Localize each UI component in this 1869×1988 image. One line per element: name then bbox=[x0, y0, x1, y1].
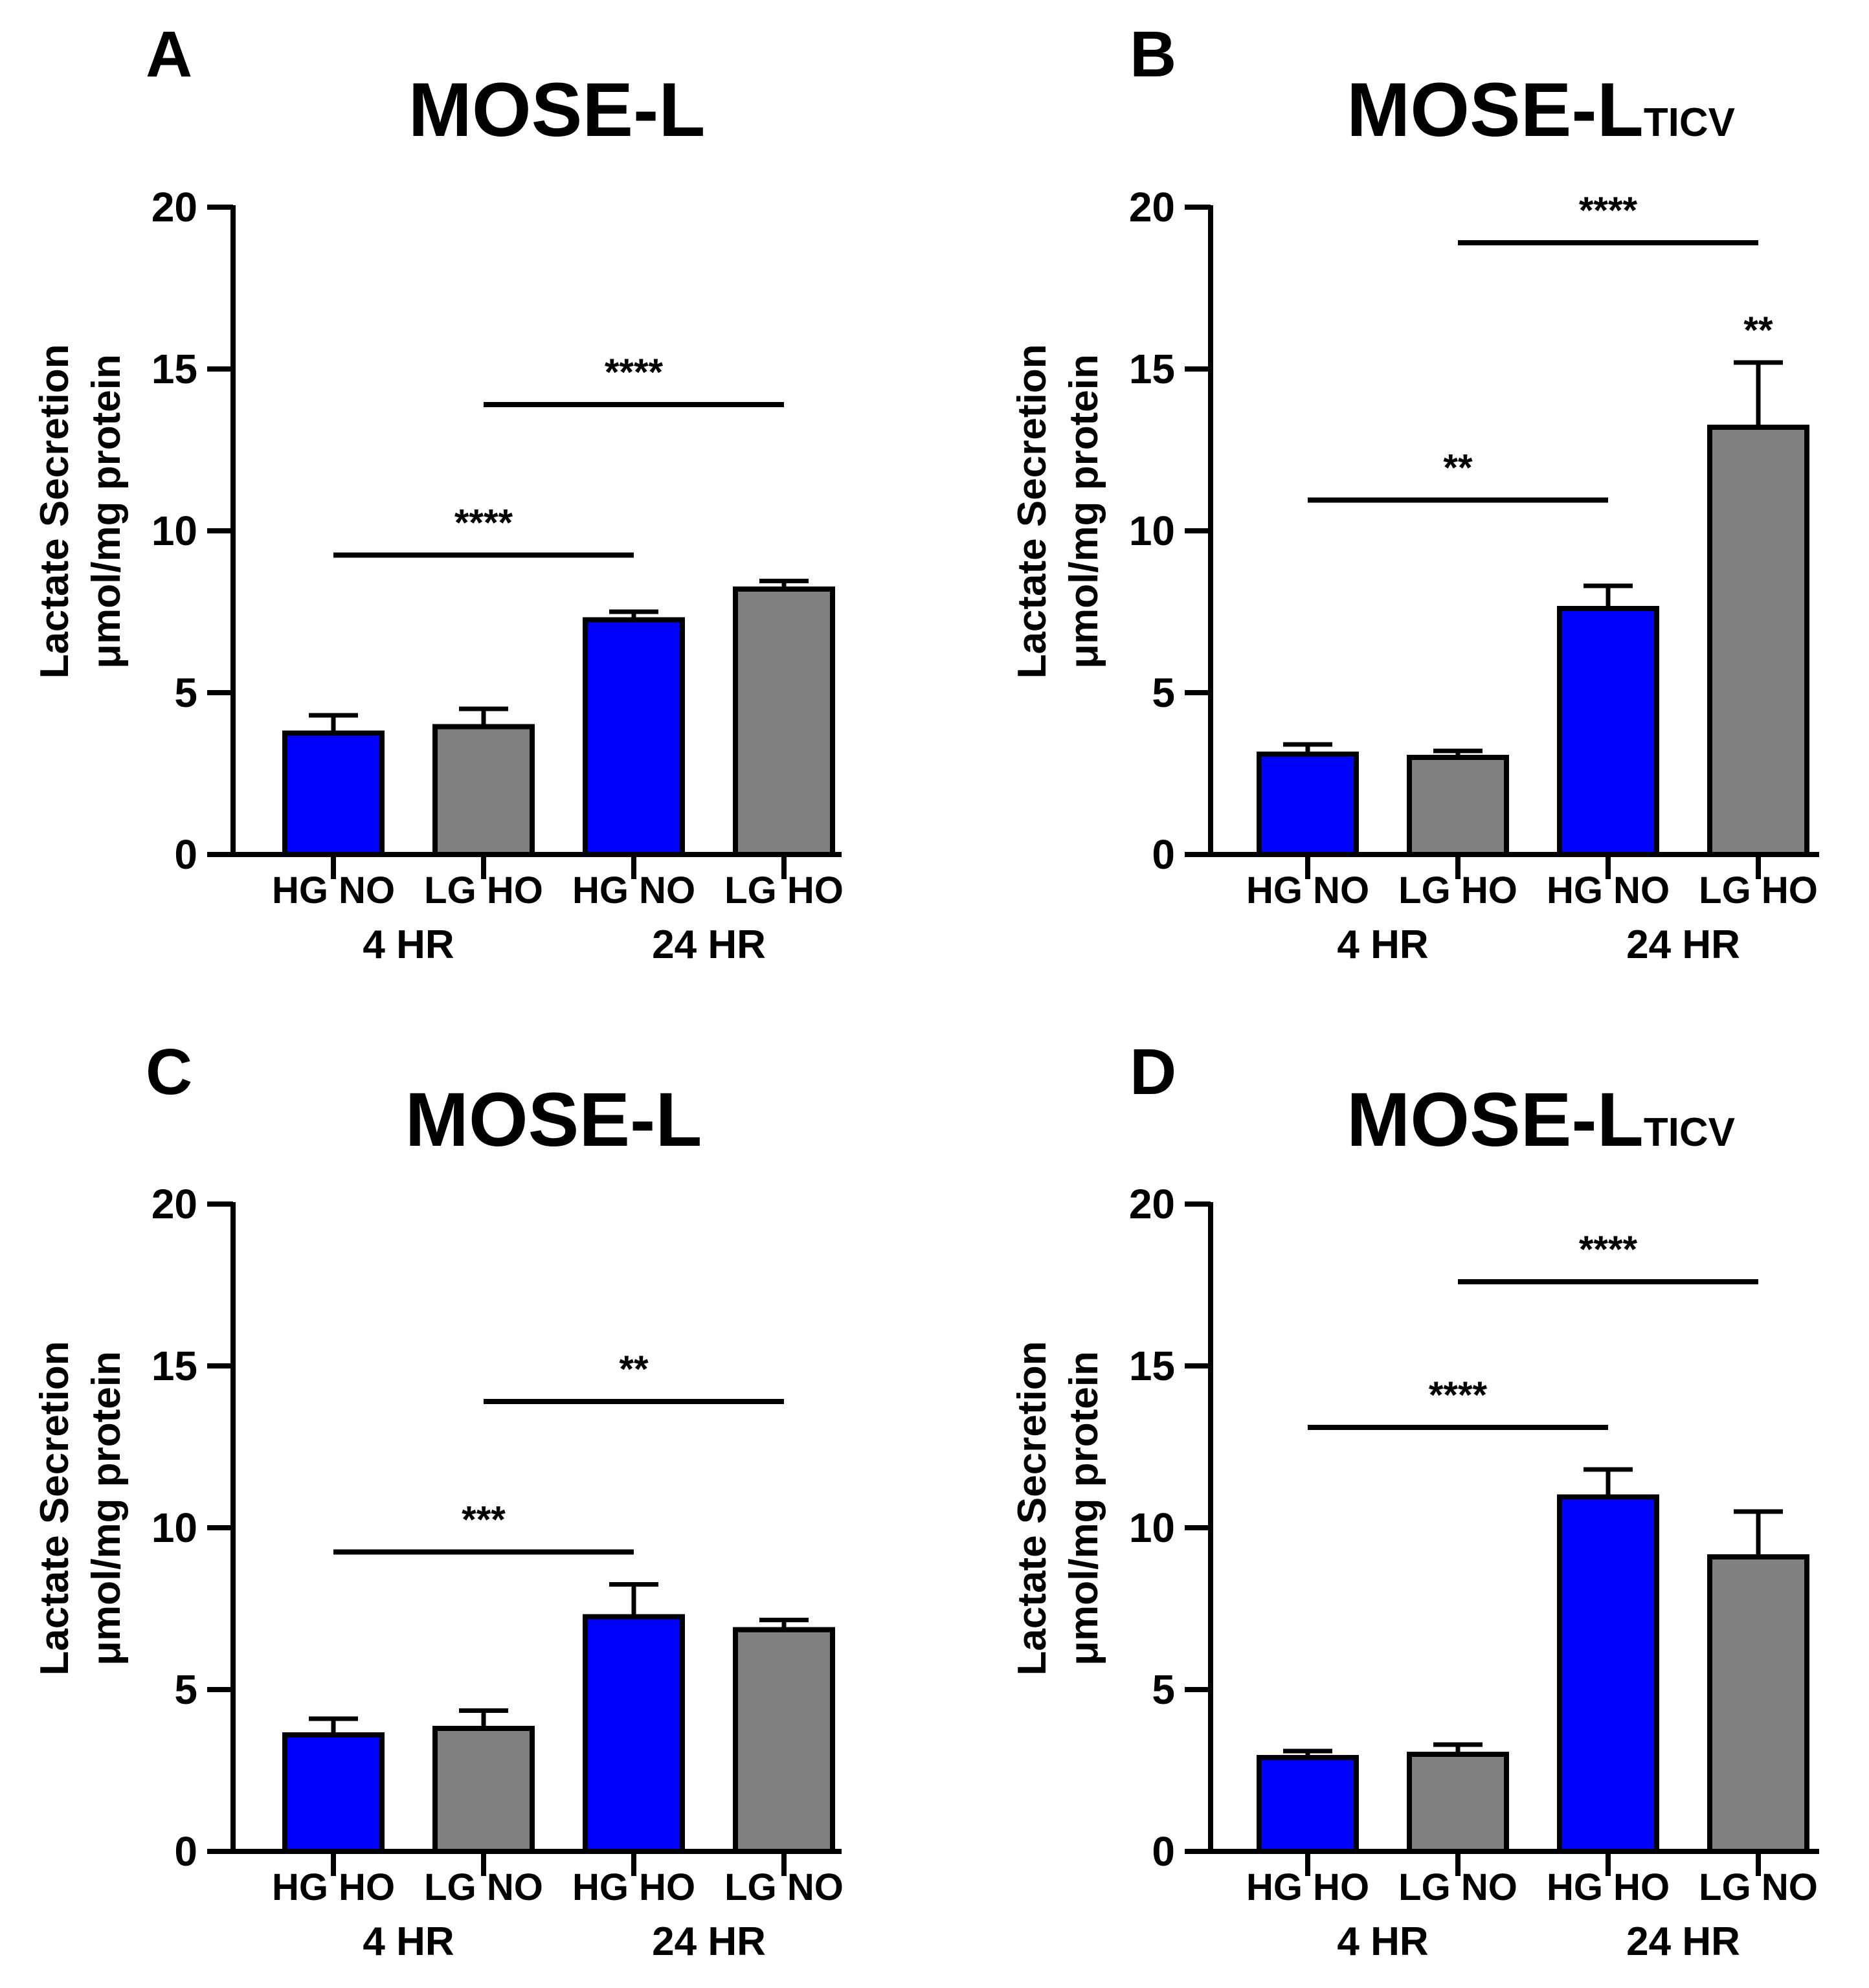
x-tick-label: LG NO bbox=[1398, 1866, 1517, 1908]
y-tick-label: 10 bbox=[1129, 1504, 1175, 1551]
x-tick-label: HG NO bbox=[572, 869, 695, 911]
y-tick-label: 20 bbox=[1129, 184, 1175, 230]
x-tick-label: LG HO bbox=[1699, 869, 1818, 911]
x-tick-label: LG HO bbox=[724, 869, 844, 911]
bar-3 bbox=[583, 1614, 685, 1854]
significance-label: **** bbox=[1429, 1374, 1488, 1416]
group-label: 4 HR bbox=[1337, 1919, 1428, 1964]
y-tick-label: 0 bbox=[174, 831, 197, 878]
significance-label: *** bbox=[462, 1499, 506, 1541]
x-tick-label: HG HO bbox=[1547, 1866, 1670, 1908]
bar-2 bbox=[1407, 1752, 1509, 1854]
y-tick-label: 15 bbox=[1129, 1343, 1175, 1389]
x-tick-label: HG HO bbox=[572, 1866, 695, 1908]
y-axis-unit-label: μmol/mg protein bbox=[84, 354, 129, 669]
x-tick-label: HG NO bbox=[1246, 869, 1369, 911]
significance-label: ** bbox=[1443, 447, 1473, 489]
significance-label: **** bbox=[605, 352, 664, 394]
x-tick-label: HG HO bbox=[1246, 1866, 1369, 1908]
bar-4 bbox=[733, 1627, 835, 1854]
group-label: 4 HR bbox=[1337, 922, 1428, 967]
panel-title: MOSE-LTICV bbox=[1347, 1077, 1735, 1163]
group-label: 24 HR bbox=[1626, 922, 1740, 967]
y-axis-label: Lactate Secretion bbox=[1010, 1341, 1055, 1676]
significance-label: ** bbox=[619, 1348, 649, 1390]
bar-4 bbox=[733, 586, 835, 857]
significance-label: **** bbox=[454, 502, 513, 544]
panel-title: MOSE-LTICV bbox=[1347, 67, 1735, 153]
y-axis-label: Lactate Secretion bbox=[1010, 344, 1055, 679]
x-tick-label: HG NO bbox=[272, 869, 395, 911]
group-label: 24 HR bbox=[1626, 1919, 1740, 1964]
bar-4 bbox=[1707, 425, 1809, 857]
bar-2 bbox=[432, 1726, 535, 1854]
y-tick-label: 15 bbox=[151, 1343, 197, 1389]
group-label: 4 HR bbox=[363, 1919, 454, 1964]
bar-3 bbox=[583, 617, 685, 857]
panel-letter: C bbox=[146, 1036, 192, 1108]
x-tick-label: LG NO bbox=[1699, 1866, 1818, 1908]
significance-label: **** bbox=[1579, 190, 1638, 232]
y-tick-label: 5 bbox=[1152, 1666, 1175, 1713]
bar-1 bbox=[1257, 752, 1359, 857]
group-label: 24 HR bbox=[652, 1919, 766, 1964]
panel-a: A MOSE-L Lactate Secretion μmol/mg protei… bbox=[32, 18, 844, 967]
bar-1 bbox=[282, 1732, 385, 1854]
x-tick-label: LG HO bbox=[424, 869, 543, 911]
y-tick-label: 0 bbox=[174, 1828, 197, 1875]
y-tick-label: 10 bbox=[151, 1504, 197, 1551]
group-label: 24 HR bbox=[652, 922, 766, 967]
x-tick-label: LG NO bbox=[724, 1866, 844, 1908]
y-axis-unit-label: μmol/mg protein bbox=[1062, 354, 1106, 669]
panel-title: MOSE-L bbox=[408, 67, 706, 153]
bar-4 bbox=[1707, 1554, 1809, 1854]
panel-letter: D bbox=[1130, 1036, 1176, 1108]
y-axis-label: Lactate Secretion bbox=[32, 344, 77, 679]
y-tick-label: 15 bbox=[151, 346, 197, 392]
panel-letter: B bbox=[1130, 18, 1176, 91]
panel-letter: A bbox=[146, 18, 192, 91]
x-tick-label: LG NO bbox=[424, 1866, 543, 1908]
x-tick-label: LG HO bbox=[1398, 869, 1517, 911]
y-tick-label: 15 bbox=[1129, 346, 1175, 392]
x-tick-label: HG HO bbox=[272, 1866, 395, 1908]
bar-1 bbox=[1257, 1755, 1359, 1854]
panel-title: MOSE-L bbox=[405, 1077, 702, 1163]
y-tick-label: 20 bbox=[151, 1181, 197, 1227]
panel-d: D MOSE-LTICV Lactate Secretion μmol/mg pr… bbox=[1010, 1036, 1819, 1964]
bar-significance-label: ** bbox=[1743, 309, 1773, 352]
y-tick-label: 0 bbox=[1152, 1828, 1175, 1875]
x-tick-label: HG NO bbox=[1547, 869, 1670, 911]
y-tick-label: 5 bbox=[174, 669, 197, 716]
y-axis-unit-label: μmol/mg protein bbox=[84, 1351, 129, 1666]
bar-3 bbox=[1557, 1494, 1659, 1854]
y-axis-unit-label: μmol/mg protein bbox=[1062, 1351, 1106, 1666]
bar-1 bbox=[282, 730, 385, 857]
panel-b: B MOSE-LTICV Lactate Secretion μmol/mg pr… bbox=[1010, 18, 1819, 967]
y-axis-label: Lactate Secretion bbox=[32, 1341, 77, 1676]
y-tick-label: 0 bbox=[1152, 831, 1175, 878]
y-tick-label: 20 bbox=[1129, 1181, 1175, 1227]
significance-label: **** bbox=[1579, 1229, 1638, 1271]
bar-2 bbox=[432, 724, 535, 857]
y-tick-label: 20 bbox=[151, 184, 197, 230]
group-label: 4 HR bbox=[363, 922, 454, 967]
y-tick-label: 10 bbox=[151, 508, 197, 554]
bar-2 bbox=[1407, 755, 1509, 857]
panel-c: C MOSE-L Lactate Secretion μmol/mg protei… bbox=[32, 1036, 844, 1964]
y-tick-label: 10 bbox=[1129, 508, 1175, 554]
y-tick-label: 5 bbox=[1152, 669, 1175, 716]
y-tick-label: 5 bbox=[174, 1666, 197, 1713]
bar-3 bbox=[1557, 606, 1659, 857]
